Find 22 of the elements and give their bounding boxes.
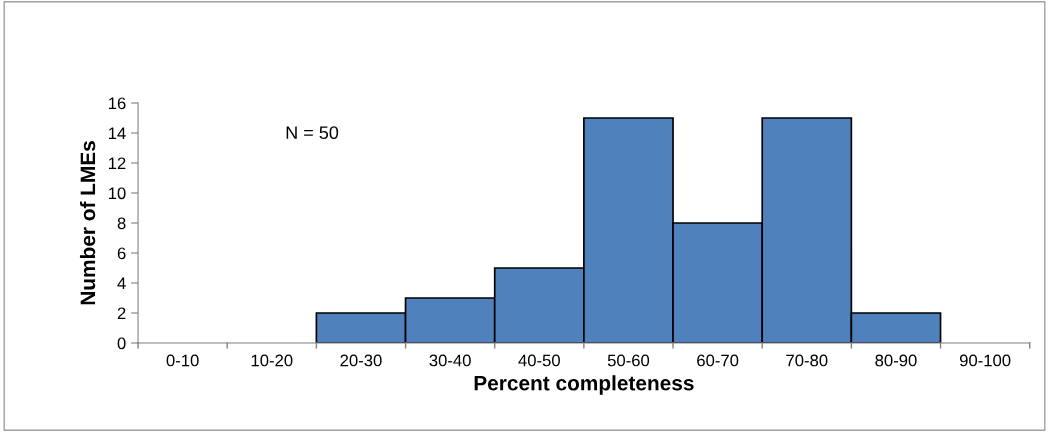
x-axis-title: Percent completeness xyxy=(474,375,694,395)
y-tick-label: 0 xyxy=(117,337,126,350)
x-tick-label: 70-80 xyxy=(786,354,828,367)
y-tick-label: 8 xyxy=(117,217,126,230)
x-tick-label: 10-20 xyxy=(251,354,293,367)
x-tick-label: 30-40 xyxy=(429,354,471,367)
y-tick-label: 14 xyxy=(108,127,126,140)
y-tick-label: 6 xyxy=(117,247,126,260)
y-tick-label: 10 xyxy=(108,187,126,200)
y-tick-label: 16 xyxy=(108,97,126,110)
x-tick-label: 20-30 xyxy=(340,354,382,367)
x-tick-label: 40-50 xyxy=(518,354,560,367)
x-tick-label: 50-60 xyxy=(607,354,650,367)
x-tick-label: 80-90 xyxy=(875,354,917,367)
x-tick-label: 0-10 xyxy=(166,354,199,367)
y-tick-label: 4 xyxy=(117,277,126,290)
y-tick-label: 12 xyxy=(108,157,126,170)
x-tick-label: 90-100 xyxy=(959,354,1011,367)
y-tick-label: 2 xyxy=(117,307,126,320)
x-tick-label: 60-70 xyxy=(697,354,739,367)
y-axis-title: Number of LMEs xyxy=(79,141,96,305)
annotation: N = 50 xyxy=(286,126,339,140)
